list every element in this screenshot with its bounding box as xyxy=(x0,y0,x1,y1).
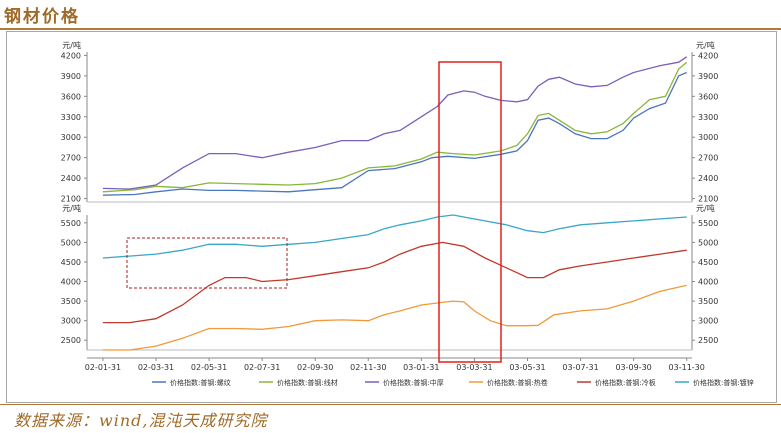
lower-ytick-label-right: 2500 xyxy=(698,336,718,345)
upper-series-line-0 xyxy=(102,71,687,196)
page-title: 钢材价格 xyxy=(4,7,80,27)
upper-ytick-label-left: 2100 xyxy=(61,195,81,204)
lower-unit-label-left: 元/吨 xyxy=(62,203,81,213)
lower-panel: 元/吨 元/吨 2500 2500 3000 3000 3500 3500 4000 4000 45… xyxy=(61,203,718,351)
upper-ytick-label-right: 3900 xyxy=(698,72,718,81)
upper-ytick-label-left: 3600 xyxy=(61,92,81,101)
lower-ytick-label-left: 3000 xyxy=(61,317,81,326)
highlight-box-solid xyxy=(438,61,502,363)
header-bar: 钢材价格 xyxy=(0,0,781,28)
source-note: 数据来源：wind,混沌天成研究院 xyxy=(14,411,268,430)
upper-ytick-label-left: 3300 xyxy=(61,113,81,122)
lower-ytick-label-right: 4000 xyxy=(698,278,718,287)
lower-ytick-label-right: 4500 xyxy=(698,258,718,267)
upper-ytick-label-left: 3900 xyxy=(61,72,81,81)
lower-ytick-label-right: 5500 xyxy=(698,219,718,228)
lower-ytick-label-left: 4500 xyxy=(61,258,81,267)
x-tick-label: 02-03-31 xyxy=(138,363,174,372)
upper-ytick-label-right: 3600 xyxy=(698,92,718,101)
legend-label: 价格指数:普钢:中厚 xyxy=(383,378,444,387)
chart-legend: 价格指数:普钢:螺纹 价格指数:普钢:线材 价格指数:普钢:中厚 价格指数:普钢:热卷… xyxy=(152,378,754,387)
x-tick-label: 02-05-31 xyxy=(191,363,227,372)
legend-label: 价格指数:普钢:镀锌 xyxy=(693,378,754,387)
lower-ytick-label-left: 5500 xyxy=(61,219,81,228)
x-tick-label: 02-09-30 xyxy=(297,363,333,372)
lower-ytick-label-left: 4000 xyxy=(61,278,81,287)
lower-ytick-label-right: 3500 xyxy=(698,297,718,306)
upper-ytick-label-left: 3000 xyxy=(61,133,81,142)
legend-label: 价格指数:普钢:热卷 xyxy=(487,378,548,387)
lower-unit-label-right: 元/吨 xyxy=(696,203,715,213)
upper-ytick-label-right: 2100 xyxy=(698,195,718,204)
x-tick-label: 02-01-31 xyxy=(85,363,121,372)
x-axis: 02-01-31 02-03-31 02-05-31 02-07-31 02-09-30… xyxy=(85,357,705,372)
upper-ytick-label-left: 2400 xyxy=(61,174,81,183)
x-tick-label: 02-07-31 xyxy=(244,363,280,372)
upper-ytick-label-right: 3300 xyxy=(698,113,718,122)
lower-ytick-label-left: 2500 xyxy=(61,336,81,345)
upper-ytick-label-right: 2400 xyxy=(698,174,718,183)
footer-rule xyxy=(0,404,781,405)
x-tick-label: 02-11-30 xyxy=(350,363,386,372)
x-tick-label: 03-07-31 xyxy=(562,363,598,372)
upper-ytick-label-right: 2700 xyxy=(698,154,718,163)
lower-ytick-label-right: 3000 xyxy=(698,317,718,326)
upper-ytick-label-left: 4200 xyxy=(61,51,81,60)
lower-series-line-2 xyxy=(102,214,687,259)
upper-series-line-2 xyxy=(102,56,688,190)
x-tick-label: 03-05-31 xyxy=(509,363,545,372)
x-tick-label: 03-11-30 xyxy=(669,363,705,372)
lower-series-line-0 xyxy=(102,284,687,351)
upper-series-line-1 xyxy=(102,61,688,193)
lower-ytick-label-left: 3500 xyxy=(61,297,81,306)
legend-label: 价格指数:普钢:螺纹 xyxy=(170,378,231,387)
lower-ytick-label-left: 5000 xyxy=(61,238,81,247)
lower-series-line-1 xyxy=(102,241,687,324)
upper-panel: 元/吨 元/吨 2100 2100 2400 2400 2700 2700 3000 3000 33… xyxy=(61,40,719,204)
x-tick-label: 03-09-30 xyxy=(615,363,651,372)
highlight-box-dashed xyxy=(126,237,288,289)
upper-ytick-label-right: 3000 xyxy=(698,133,718,142)
legend-label: 价格指数:普钢:冷板 xyxy=(595,378,656,387)
x-tick-label: 03-03-31 xyxy=(456,363,492,372)
upper-unit-label-right: 元/吨 xyxy=(696,40,715,50)
x-tick-label: 03-01-31 xyxy=(403,363,439,372)
chart-frame: 元/吨 元/吨 2100 2100 2400 2400 2700 2700 3000 3000 33… xyxy=(6,31,777,403)
legend-label: 价格指数:普钢:线材 xyxy=(277,378,338,387)
upper-ytick-label-right: 4200 xyxy=(698,51,718,60)
upper-ytick-label-left: 2700 xyxy=(61,154,81,163)
lower-ytick-label-right: 5000 xyxy=(698,238,718,247)
header-rule xyxy=(0,28,781,30)
upper-unit-label-left: 元/吨 xyxy=(62,40,81,50)
